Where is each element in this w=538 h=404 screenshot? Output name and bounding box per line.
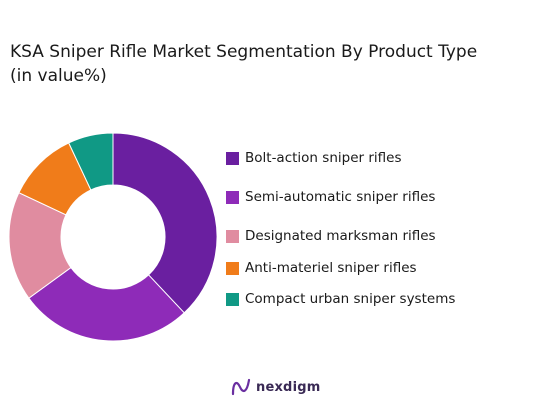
legend-label: Compact urban sniper systems	[245, 291, 456, 307]
brand-name: nexdigm	[256, 379, 321, 395]
chart-title-line1: KSA Sniper Rifle Market Segmentation By …	[10, 42, 478, 62]
legend-swatch	[226, 261, 239, 275]
legend-label: Semi-automatic sniper rifles	[245, 189, 436, 205]
legend-item-compact-urban: Compact urban sniper systems	[226, 289, 455, 309]
brand-logo: nexdigm	[231, 378, 320, 396]
legend-label: Anti-materiel sniper rifles	[245, 260, 417, 276]
donut-slice-1	[28, 266, 185, 342]
legend-swatch	[226, 151, 239, 165]
chart-title: KSA Sniper Rifle Market Segmentation By …	[10, 40, 510, 88]
legend-item-bolt-action: Bolt-action sniper rifles	[226, 148, 401, 168]
legend-item-anti-materiel: Anti-materiel sniper rifles	[226, 258, 417, 278]
donut-slice-4	[68, 132, 114, 191]
legend-label: Bolt-action sniper rifles	[245, 150, 402, 166]
legend-label: Designated marksman rifles	[245, 228, 436, 244]
legend-swatch	[226, 292, 239, 306]
legend-item-semi-automatic: Semi-automatic sniper rifles	[226, 187, 435, 207]
legend-swatch	[226, 190, 239, 204]
nexdigm-logo-icon	[231, 378, 251, 396]
chart-title-line2: (in value%)	[10, 66, 107, 86]
legend-swatch	[226, 229, 239, 243]
donut-slice-0	[112, 132, 218, 314]
legend-item-designated-marksman: Designated marksman rifles	[226, 226, 436, 246]
